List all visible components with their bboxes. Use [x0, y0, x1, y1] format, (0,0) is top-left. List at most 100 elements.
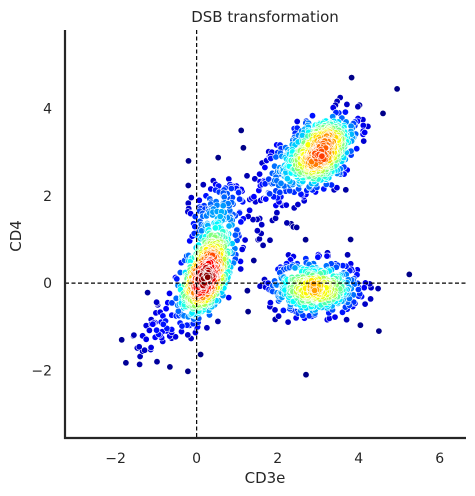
data-point: [220, 193, 228, 201]
data-point: [153, 358, 161, 366]
x-tick-label: 2: [273, 451, 282, 467]
data-point: [356, 321, 364, 329]
data-point: [279, 306, 287, 314]
data-point: [374, 285, 382, 293]
data-point: [173, 275, 181, 283]
data-point: [130, 331, 138, 339]
data-point: [343, 100, 351, 108]
data-point: [302, 371, 310, 379]
data-point: [291, 264, 299, 272]
data-point: [266, 236, 274, 244]
data-point: [284, 318, 292, 326]
data-point: [251, 175, 259, 183]
data-point: [314, 253, 322, 261]
data-point: [203, 324, 211, 332]
data-point: [239, 144, 247, 152]
data-point: [375, 327, 383, 335]
data-point: [367, 295, 375, 303]
data-point: [211, 224, 219, 232]
data-point: [225, 294, 233, 302]
data-point: [277, 179, 285, 187]
data-point: [238, 245, 246, 253]
data-point: [272, 153, 280, 161]
data-point: [246, 206, 254, 214]
data-point: [236, 195, 244, 203]
data-point: [243, 172, 251, 180]
data-point: [187, 194, 195, 202]
reference-lines: [65, 30, 466, 438]
data-point: [241, 236, 249, 244]
data-point: [293, 223, 301, 231]
data-point: [341, 108, 349, 116]
data-point: [214, 317, 222, 325]
data-point: [162, 305, 170, 313]
data-point: [360, 284, 368, 292]
data-point: [136, 360, 144, 368]
data-point: [405, 270, 413, 278]
data-point: [184, 331, 192, 339]
data-point: [323, 252, 331, 260]
x-axis-title: CD3e: [245, 469, 286, 487]
data-point: [231, 231, 239, 239]
x-tick-label: 6: [435, 451, 444, 467]
data-point: [253, 227, 261, 235]
data-point: [360, 137, 368, 145]
data-point: [197, 350, 205, 358]
data-point: [354, 286, 362, 294]
data-point: [302, 236, 310, 244]
x-tick-label: 0: [192, 451, 201, 467]
data-point: [283, 219, 291, 227]
data-point: [276, 188, 284, 196]
axes: [63, 30, 466, 440]
y-axis-title: CD4: [7, 220, 25, 252]
data-point: [343, 316, 351, 324]
data-point: [199, 181, 207, 189]
data-point: [145, 326, 153, 334]
data-point: [310, 280, 318, 288]
data-point: [144, 289, 152, 297]
data-point: [185, 157, 193, 165]
data-point: [244, 308, 252, 316]
data-point: [219, 202, 227, 210]
tick-marks: −2 0 2 4 6 −2 0 2 4: [31, 102, 444, 467]
chart-title: DSB transformation: [191, 8, 339, 26]
data-point: [243, 287, 251, 295]
data-point: [347, 236, 355, 244]
data-point: [282, 201, 290, 209]
data-point: [261, 164, 269, 172]
data-point: [153, 298, 161, 306]
y-tick-label: 2: [43, 189, 52, 205]
data-point: [250, 193, 258, 201]
data-point: [256, 170, 264, 178]
data-point: [227, 185, 235, 193]
data-point: [361, 300, 369, 308]
data-point: [354, 103, 362, 111]
data-point: [249, 216, 257, 224]
data-point: [308, 112, 316, 120]
data-point: [135, 343, 143, 351]
x-tick-label: −2: [105, 451, 126, 467]
data-point: [293, 118, 301, 126]
data-point: [142, 335, 150, 343]
y-tick-label: −2: [31, 363, 52, 379]
data-point: [348, 74, 356, 82]
data-point: [275, 312, 283, 320]
x-tick-label: 4: [354, 451, 363, 467]
data-point: [237, 218, 245, 226]
y-tick-label: 4: [43, 102, 52, 118]
data-point: [266, 190, 274, 198]
data-point: [184, 182, 192, 190]
data-point: [273, 209, 281, 217]
data-point: [266, 299, 274, 307]
data-point: [122, 359, 130, 367]
data-point: [166, 363, 174, 371]
data-point: [262, 195, 270, 203]
data-point: [342, 186, 350, 194]
data-point: [393, 85, 401, 93]
data-point: [344, 251, 352, 259]
data-point: [118, 336, 126, 344]
data-point: [311, 286, 319, 294]
data-point: [331, 313, 339, 321]
data-point: [184, 367, 192, 375]
